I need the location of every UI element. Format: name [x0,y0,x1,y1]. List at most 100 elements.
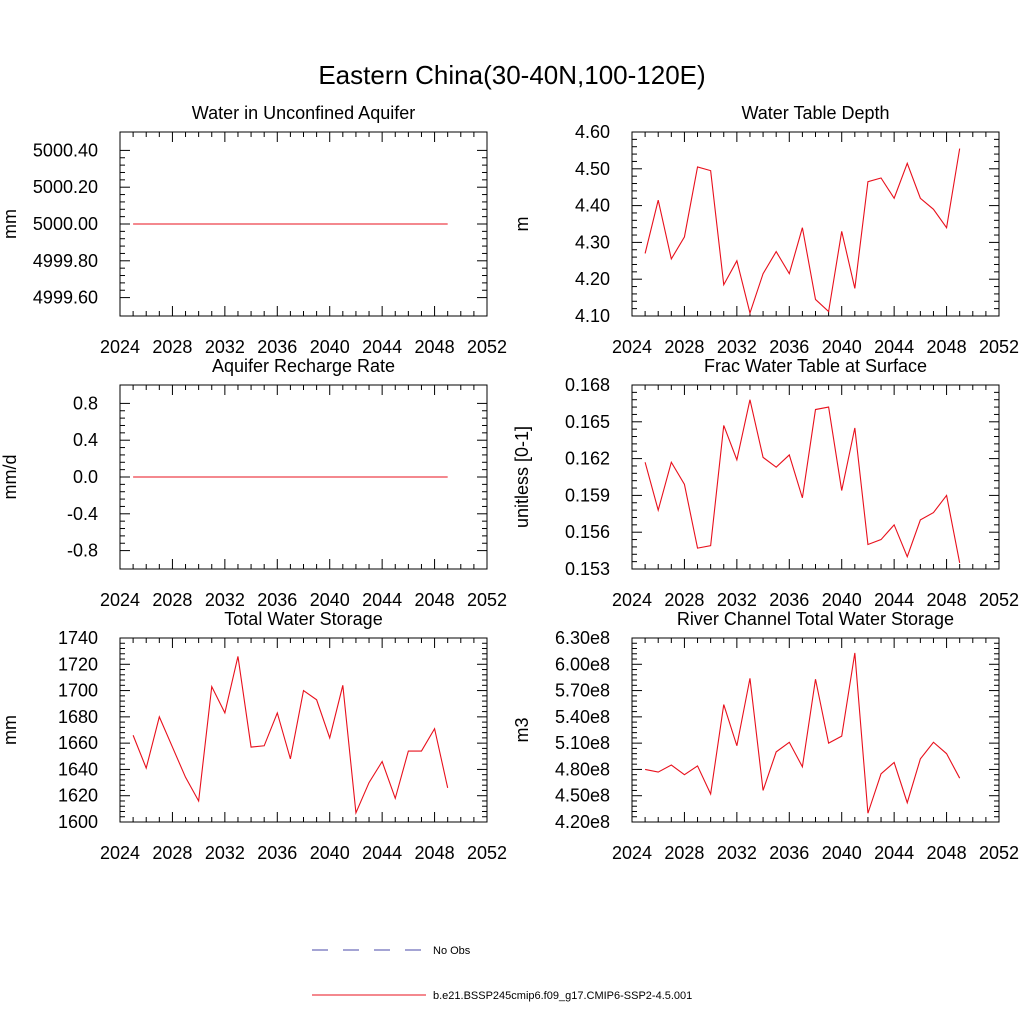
x-tick-label: 2048 [927,590,967,610]
y-axis-label: mm/d [0,455,20,500]
plot-frame [631,384,1000,570]
y-tick-label: 1700 [58,681,98,701]
panel-6: River Channel Total Water Storage m3 2024 2… [512,609,1019,863]
x-tick-label: 2048 [927,337,967,357]
y-axis-label: unitless [0-1] [512,426,532,528]
series-line [645,652,961,814]
y-tick-label: 4.20e8 [555,812,610,832]
y-tick-label: 1640 [58,759,98,779]
panel-title: Total Water Storage [224,609,382,629]
y-tick-label: 6.30e8 [555,628,610,648]
y-tick-label: 1620 [58,786,98,806]
x-tick-label: 2028 [664,843,704,863]
y-tick-label: 0.0 [73,467,98,487]
x-tick-label: 2044 [362,337,402,357]
x-tick-label: 2040 [310,337,350,357]
panel-title: River Channel Total Water Storage [677,609,954,629]
x-tick-label: 2052 [467,590,507,610]
panel-title: Aquifer Recharge Rate [212,356,395,376]
x-tick-label: 2040 [822,590,862,610]
x-tick-label: 2024 [612,590,652,610]
panel-title: Water in Unconfined Aquifer [192,103,415,123]
y-tick-label: 6.00e8 [555,654,610,674]
y-tick-label: 0.168 [565,375,610,395]
y-tick-label: 4.50e8 [555,786,610,806]
y-axis-label: mm [0,209,20,239]
x-tick-label: 2032 [205,843,245,863]
y-tick-label: -0.4 [67,504,98,524]
x-tick-label: 2032 [717,590,757,610]
legend-label-no-obs: No Obs [433,945,471,957]
y-tick-label: 4.80e8 [555,759,610,779]
x-tick-label: 2028 [152,590,192,610]
x-tick-label: 2048 [415,337,455,357]
x-tick-label: 2048 [415,843,455,863]
y-tick-label: 5000.00 [33,214,98,234]
y-tick-label: 1660 [58,733,98,753]
x-tick-label: 2024 [100,337,140,357]
panel-title: Frac Water Table at Surface [704,356,927,376]
x-tick-label: 2052 [467,843,507,863]
y-tick-label: 0.156 [565,522,610,542]
y-tick-label: 0.153 [565,559,610,579]
panels: Water in Unconfined Aquifer mm 2024 2028 203… [0,103,1019,863]
y-tick-label: 4.20 [575,269,610,289]
x-tick-label: 2036 [257,590,297,610]
x-tick-label: 2024 [100,843,140,863]
x-tick-label: 2036 [769,337,809,357]
plot-frame [631,637,1000,823]
x-tick-label: 2048 [927,843,967,863]
y-tick-label: 1600 [58,812,98,832]
y-tick-label: 0.4 [73,430,98,450]
x-tick-label: 2052 [979,590,1019,610]
plot-frame [119,637,488,823]
y-tick-label: 0.159 [565,485,610,505]
y-tick-label: 4.60 [575,122,610,142]
y-tick-label: 5.40e8 [555,707,610,727]
y-tick-label: 4.40 [575,196,610,216]
x-tick-label: 2052 [979,843,1019,863]
series-line [132,656,449,815]
x-tick-label: 2032 [205,590,245,610]
x-tick-label: 2024 [100,590,140,610]
x-tick-label: 2028 [664,590,704,610]
x-tick-label: 2036 [769,843,809,863]
y-tick-label: 4999.80 [33,251,98,271]
x-tick-label: 2032 [205,337,245,357]
y-tick-label: 5000.40 [33,140,98,160]
y-axis-label: mm [0,715,20,745]
x-tick-label: 2044 [362,590,402,610]
plot-frame [631,131,1000,317]
y-tick-label: 4.10 [575,306,610,326]
x-tick-label: 2028 [152,843,192,863]
y-tick-label: 5.10e8 [555,733,610,753]
x-tick-label: 2044 [874,590,914,610]
y-axis-label: m [512,217,532,232]
legend-label-model: b.e21.BSSP245cmip6.f09_g17.CMIP6-SSP2-4.… [433,990,692,1002]
x-tick-label: 2032 [717,843,757,863]
y-tick-label: 4.50 [575,159,610,179]
panel-1: Water in Unconfined Aquifer mm 2024 2028 203… [0,103,507,357]
x-tick-label: 2044 [874,843,914,863]
series-line [644,148,961,316]
x-tick-label: 2036 [257,337,297,357]
y-tick-label: -0.8 [67,541,98,561]
x-tick-label: 2028 [152,337,192,357]
x-tick-label: 2052 [979,337,1019,357]
x-tick-label: 2044 [874,337,914,357]
x-tick-label: 2044 [362,843,402,863]
x-tick-label: 2052 [467,337,507,357]
y-tick-label: 1740 [58,628,98,648]
x-tick-label: 2036 [769,590,809,610]
x-tick-label: 2032 [717,337,757,357]
x-tick-label: 2048 [415,590,455,610]
y-tick-label: 0.8 [73,393,98,413]
x-tick-label: 2036 [257,843,297,863]
y-tick-label: 0.165 [565,412,610,432]
y-tick-label: 4999.60 [33,288,98,308]
legend: No Obs b.e21.BSSP245cmip6.f09_g17.CMIP6-… [312,945,692,1002]
plot-frame [119,384,488,570]
plot-frame [119,131,488,317]
panel-2: Water Table Depth m 2024 2028 2032 2036 2040 20… [512,103,1019,357]
